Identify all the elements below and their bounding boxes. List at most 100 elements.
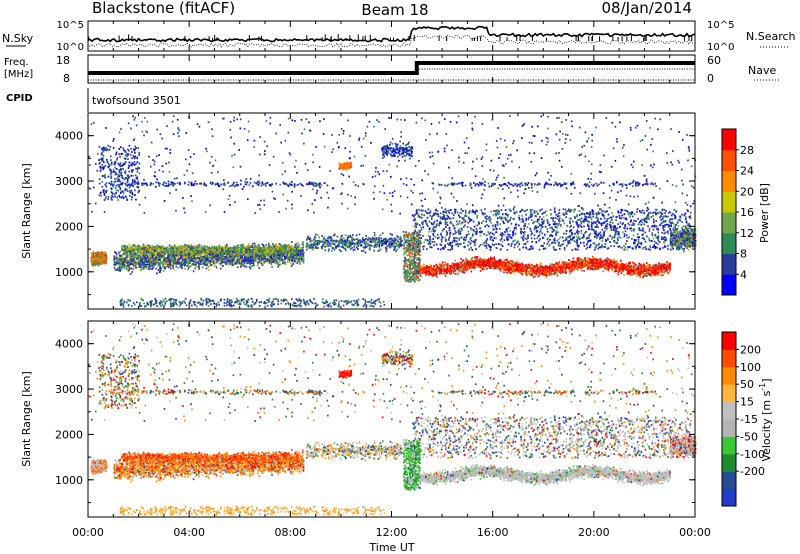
power-point bbox=[161, 245, 163, 247]
power-point bbox=[460, 258, 462, 260]
power-point bbox=[262, 264, 264, 266]
power-point bbox=[298, 260, 300, 262]
power-point bbox=[581, 270, 583, 272]
power-point bbox=[170, 251, 172, 253]
power-point bbox=[396, 249, 398, 251]
power-point bbox=[211, 250, 213, 252]
power-point bbox=[378, 237, 380, 239]
power-point bbox=[218, 246, 220, 248]
power-point bbox=[189, 262, 191, 264]
power-point bbox=[236, 256, 238, 258]
power-point bbox=[228, 263, 230, 265]
power-point bbox=[267, 259, 269, 261]
power-point bbox=[211, 264, 213, 266]
beam-title: Beam 18 bbox=[361, 1, 428, 19]
power-point bbox=[283, 255, 285, 257]
power-point bbox=[323, 239, 325, 241]
power-point bbox=[318, 243, 320, 245]
power-point bbox=[314, 242, 316, 244]
power-point bbox=[292, 263, 294, 265]
power-point bbox=[166, 247, 168, 249]
power-point bbox=[361, 245, 363, 247]
power-point bbox=[132, 259, 134, 261]
power-point bbox=[240, 266, 242, 268]
power-point bbox=[183, 248, 185, 250]
power-point bbox=[222, 261, 224, 263]
power-point bbox=[307, 237, 309, 239]
power-point bbox=[267, 249, 269, 251]
power-point bbox=[281, 259, 283, 261]
power-point bbox=[145, 248, 147, 250]
power-point bbox=[197, 248, 199, 250]
power-point bbox=[215, 248, 217, 250]
power-point bbox=[367, 239, 369, 241]
power-point bbox=[238, 258, 240, 260]
power-point bbox=[285, 247, 287, 249]
power-point bbox=[150, 259, 152, 261]
power-point bbox=[142, 262, 144, 264]
power-point bbox=[283, 262, 285, 264]
power-point bbox=[170, 268, 172, 270]
power-point bbox=[172, 261, 174, 263]
power-point bbox=[445, 275, 447, 277]
power-point bbox=[306, 249, 308, 251]
power-point bbox=[288, 246, 290, 248]
power-point bbox=[254, 243, 256, 245]
power-point bbox=[349, 240, 351, 242]
power-point bbox=[259, 262, 261, 264]
power-point bbox=[371, 245, 373, 247]
power-point bbox=[248, 261, 250, 263]
power-point bbox=[170, 249, 172, 251]
power-point bbox=[200, 261, 202, 263]
power-point bbox=[247, 258, 249, 260]
power-point bbox=[364, 242, 366, 244]
power-point bbox=[294, 252, 296, 254]
power-point bbox=[244, 262, 246, 264]
power-point bbox=[257, 262, 259, 264]
power-point bbox=[159, 266, 161, 268]
power-point bbox=[613, 258, 615, 260]
power-point bbox=[347, 235, 349, 237]
power-point bbox=[321, 235, 323, 237]
power-point bbox=[220, 268, 222, 270]
power-point bbox=[139, 266, 141, 268]
power-point bbox=[441, 263, 443, 265]
power-point bbox=[294, 248, 296, 250]
power-point bbox=[242, 265, 244, 267]
power-point bbox=[369, 241, 371, 243]
power-point bbox=[242, 244, 244, 246]
power-point bbox=[253, 253, 255, 255]
power-point bbox=[273, 255, 275, 257]
power-point bbox=[390, 233, 392, 235]
power-point bbox=[122, 261, 124, 263]
freq-right-tick-high: 60 bbox=[707, 54, 721, 67]
power-point bbox=[128, 244, 130, 246]
power-point bbox=[172, 265, 174, 267]
power-point bbox=[232, 264, 234, 266]
power-point bbox=[174, 246, 176, 248]
power-point bbox=[147, 256, 149, 258]
power-point bbox=[274, 262, 276, 264]
power-point bbox=[255, 246, 257, 248]
power-point bbox=[113, 264, 115, 266]
power-point bbox=[213, 261, 215, 263]
power-point bbox=[354, 249, 356, 251]
power-point bbox=[275, 258, 277, 260]
power-point bbox=[398, 242, 400, 244]
power-point bbox=[203, 256, 205, 258]
power-point bbox=[167, 249, 169, 251]
power-point bbox=[185, 253, 187, 255]
power-point bbox=[270, 245, 272, 247]
power-point bbox=[133, 256, 135, 258]
power-point bbox=[127, 264, 129, 266]
power-point bbox=[234, 262, 236, 264]
power-point bbox=[124, 262, 126, 264]
power-point bbox=[276, 257, 278, 259]
power-point bbox=[265, 251, 267, 253]
power-point bbox=[206, 261, 208, 263]
power-point bbox=[179, 246, 181, 248]
power-point bbox=[234, 251, 236, 253]
power-point bbox=[179, 258, 181, 260]
power-point bbox=[221, 260, 223, 262]
power-point bbox=[140, 256, 142, 258]
